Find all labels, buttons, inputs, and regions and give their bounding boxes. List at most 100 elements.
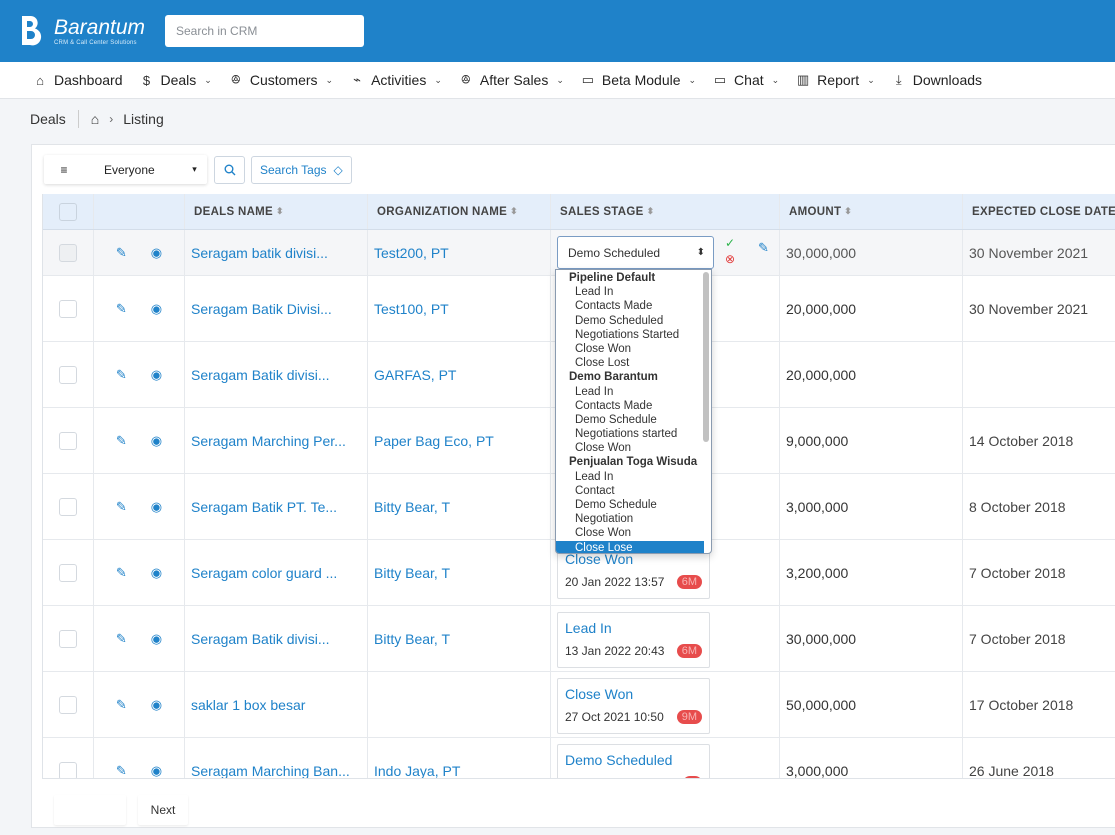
- edit-pencil-icon[interactable]: ✎: [115, 498, 127, 514]
- edit-pencil-icon[interactable]: ✎: [115, 300, 127, 316]
- org-name-link[interactable]: Paper Bag Eco, PT: [374, 432, 494, 449]
- crm-search-input[interactable]: [165, 15, 364, 47]
- view-eye-icon[interactable]: ◉: [150, 763, 163, 778]
- edit-pencil-icon[interactable]: ✎: [115, 244, 127, 260]
- org-name-link[interactable]: Test100, PT: [374, 300, 449, 317]
- header-deals-name[interactable]: DEALS NAME ⬍: [185, 194, 368, 229]
- nav-activities[interactable]: ⌁ Activities ⌄: [350, 72, 442, 88]
- confirm-check-icon[interactable]: ✓: [725, 236, 736, 250]
- row-checkbox[interactable]: [59, 629, 77, 648]
- row-checkbox[interactable]: [59, 365, 77, 384]
- edit-pencil-icon[interactable]: ✎: [758, 240, 769, 255]
- edit-pencil-icon[interactable]: ✎: [115, 630, 127, 646]
- edit-pencil-icon[interactable]: ✎: [115, 564, 127, 580]
- dropdown-option[interactable]: Demo Schedule: [575, 499, 657, 511]
- stage-card[interactable]: Demo Scheduled: [557, 744, 710, 779]
- deal-name-link[interactable]: saklar 1 box besar: [191, 696, 306, 713]
- header-expected-close-date[interactable]: EXPECTED CLOSE DATE⬍: [963, 194, 1115, 229]
- org-name-link[interactable]: Bitty Bear, T: [374, 630, 450, 647]
- edit-pencil-icon[interactable]: ✎: [115, 696, 127, 712]
- dropdown-option[interactable]: Contact: [575, 484, 615, 497]
- row-checkbox[interactable]: [59, 431, 77, 450]
- dropdown-option[interactable]: Lead In: [575, 470, 614, 483]
- stage-card[interactable]: Close Won 27 Oct 2021 10:50 9M: [557, 677, 710, 734]
- view-eye-icon[interactable]: ◉: [150, 366, 163, 382]
- row-checkbox[interactable]: [59, 563, 77, 582]
- app-logo[interactable]: Barantum CRM & Call Center Solutions: [18, 14, 145, 48]
- view-eye-icon[interactable]: ◉: [150, 244, 163, 260]
- header-sales-stage[interactable]: SALES STAGE ⬍: [551, 194, 780, 229]
- table-row[interactable]: ✎ ◉ Seragam Marching Ban... Indo Jaya, PT…: [43, 738, 1115, 779]
- dropdown-option[interactable]: Close Won: [575, 342, 632, 355]
- sales-stage-select[interactable]: Demo Scheduled ⬍: [557, 236, 714, 269]
- deal-name-link[interactable]: Seragam Marching Ban...: [191, 763, 350, 779]
- view-eye-icon[interactable]: ◉: [150, 498, 163, 514]
- table-row[interactable]: ✎ ◉ Seragam batik divisi... Test200, PT D…: [43, 230, 1115, 276]
- org-name-link[interactable]: Bitty Bear, T: [374, 498, 450, 515]
- dropdown-option[interactable]: Close Won: [575, 527, 632, 540]
- owner-filter-select[interactable]: ≡ Everyone ▾: [44, 155, 207, 184]
- dropdown-option[interactable]: Negotiations started: [575, 428, 678, 441]
- org-name-link[interactable]: GARFAS, PT: [374, 366, 457, 383]
- org-name-link[interactable]: Indo Jaya, PT: [374, 763, 461, 779]
- nav-chat[interactable]: ▭ Chat ⌄: [713, 72, 779, 88]
- dropdown-scrollbar[interactable]: [703, 272, 709, 442]
- search-tags-button[interactable]: Search Tags ◇: [251, 155, 352, 184]
- row-checkbox[interactable]: [59, 243, 77, 262]
- dropdown-option[interactable]: Negotiation: [575, 513, 634, 526]
- stage-name[interactable]: Demo Scheduled: [565, 752, 673, 768]
- nav-report[interactable]: ▥ Report ⌄: [796, 72, 875, 88]
- dropdown-option[interactable]: Demo Scheduled: [575, 314, 664, 327]
- next-button[interactable]: Next: [138, 795, 188, 825]
- dropdown-option[interactable]: Close Lost: [575, 357, 630, 370]
- dropdown-option[interactable]: Contacts Made: [575, 300, 653, 313]
- row-checkbox[interactable]: [59, 762, 77, 779]
- dropdown-option[interactable]: Demo Schedule: [575, 413, 657, 426]
- deal-name-link[interactable]: Seragam batik divisi...: [191, 244, 328, 261]
- sales-stage-dropdown-list[interactable]: Pipeline Default Lead In Contacts Made Demo…: [555, 269, 712, 554]
- deal-name-link[interactable]: Seragam Marching Per...: [191, 432, 346, 449]
- stage-name[interactable]: Close Won: [565, 685, 634, 702]
- org-name-link[interactable]: Test200, PT: [374, 244, 449, 261]
- nav-customers[interactable]: ꔮ Customers ⌄: [229, 72, 333, 88]
- search-button[interactable]: [214, 155, 245, 184]
- deal-name-link[interactable]: Seragam Batik Divisi...: [191, 300, 332, 317]
- view-eye-icon[interactable]: ◉: [150, 630, 163, 646]
- nav-dashboard[interactable]: ⌂ Dashboard: [33, 72, 122, 88]
- stage-card[interactable]: Lead In 13 Jan 2022 20:43 6M: [557, 611, 710, 668]
- table-row[interactable]: ✎ ◉ Seragam Batik divisi... Bitty Bear, T…: [43, 606, 1115, 672]
- home-icon[interactable]: ⌂: [90, 111, 100, 127]
- view-eye-icon[interactable]: ◉: [150, 696, 163, 712]
- view-eye-icon[interactable]: ◉: [150, 300, 163, 316]
- dropdown-option[interactable]: Negotiations Started: [575, 328, 680, 341]
- edit-pencil-icon[interactable]: ✎: [115, 366, 127, 382]
- stage-card[interactable]: Close Won 20 Jan 2022 13:57 6M: [557, 538, 710, 599]
- header-amount[interactable]: AMOUNT ⬍: [780, 194, 963, 229]
- table-row[interactable]: ✎ ◉ saklar 1 box besar Close Won 27 Oct 2…: [43, 672, 1115, 738]
- stage-name[interactable]: Close Won: [565, 551, 634, 567]
- nav-deals[interactable]: $ Deals ⌄: [140, 72, 212, 88]
- dropdown-option[interactable]: Lead In: [575, 286, 614, 299]
- stage-name[interactable]: Lead In: [565, 619, 612, 636]
- deal-name-link[interactable]: Seragam Batik divisi...: [191, 366, 330, 383]
- row-checkbox[interactable]: [59, 695, 77, 714]
- table-row[interactable]: ✎ ◉ Seragam color guard ... Bitty Bear, T…: [43, 538, 1115, 606]
- view-eye-icon[interactable]: ◉: [150, 564, 163, 580]
- cancel-x-icon[interactable]: ⊗: [725, 252, 736, 266]
- edit-pencil-icon[interactable]: ✎: [115, 763, 127, 778]
- dropdown-option[interactable]: Close Won: [575, 442, 632, 455]
- nav-after-sales[interactable]: ꔮ After Sales ⌄: [459, 72, 564, 88]
- edit-pencil-icon[interactable]: ✎: [115, 432, 127, 448]
- dropdown-option[interactable]: Contacts Made: [575, 399, 653, 412]
- org-name-link[interactable]: Bitty Bear, T: [374, 564, 450, 581]
- previous-button[interactable]: [54, 795, 126, 825]
- row-checkbox[interactable]: [59, 497, 77, 516]
- view-eye-icon[interactable]: ◉: [150, 432, 163, 448]
- row-checkbox[interactable]: [59, 299, 77, 318]
- deal-name-link[interactable]: Seragam Batik PT. Te...: [191, 498, 338, 515]
- nav-downloads[interactable]: ⤓ Downloads: [892, 72, 982, 88]
- select-all-checkbox[interactable]: [59, 202, 77, 221]
- header-organization-name[interactable]: ORGANIZATION NAME ⬍: [368, 194, 551, 229]
- dropdown-option[interactable]: Close Lose: [556, 540, 704, 553]
- nav-beta-module[interactable]: ▭ Beta Module ⌄: [581, 72, 696, 88]
